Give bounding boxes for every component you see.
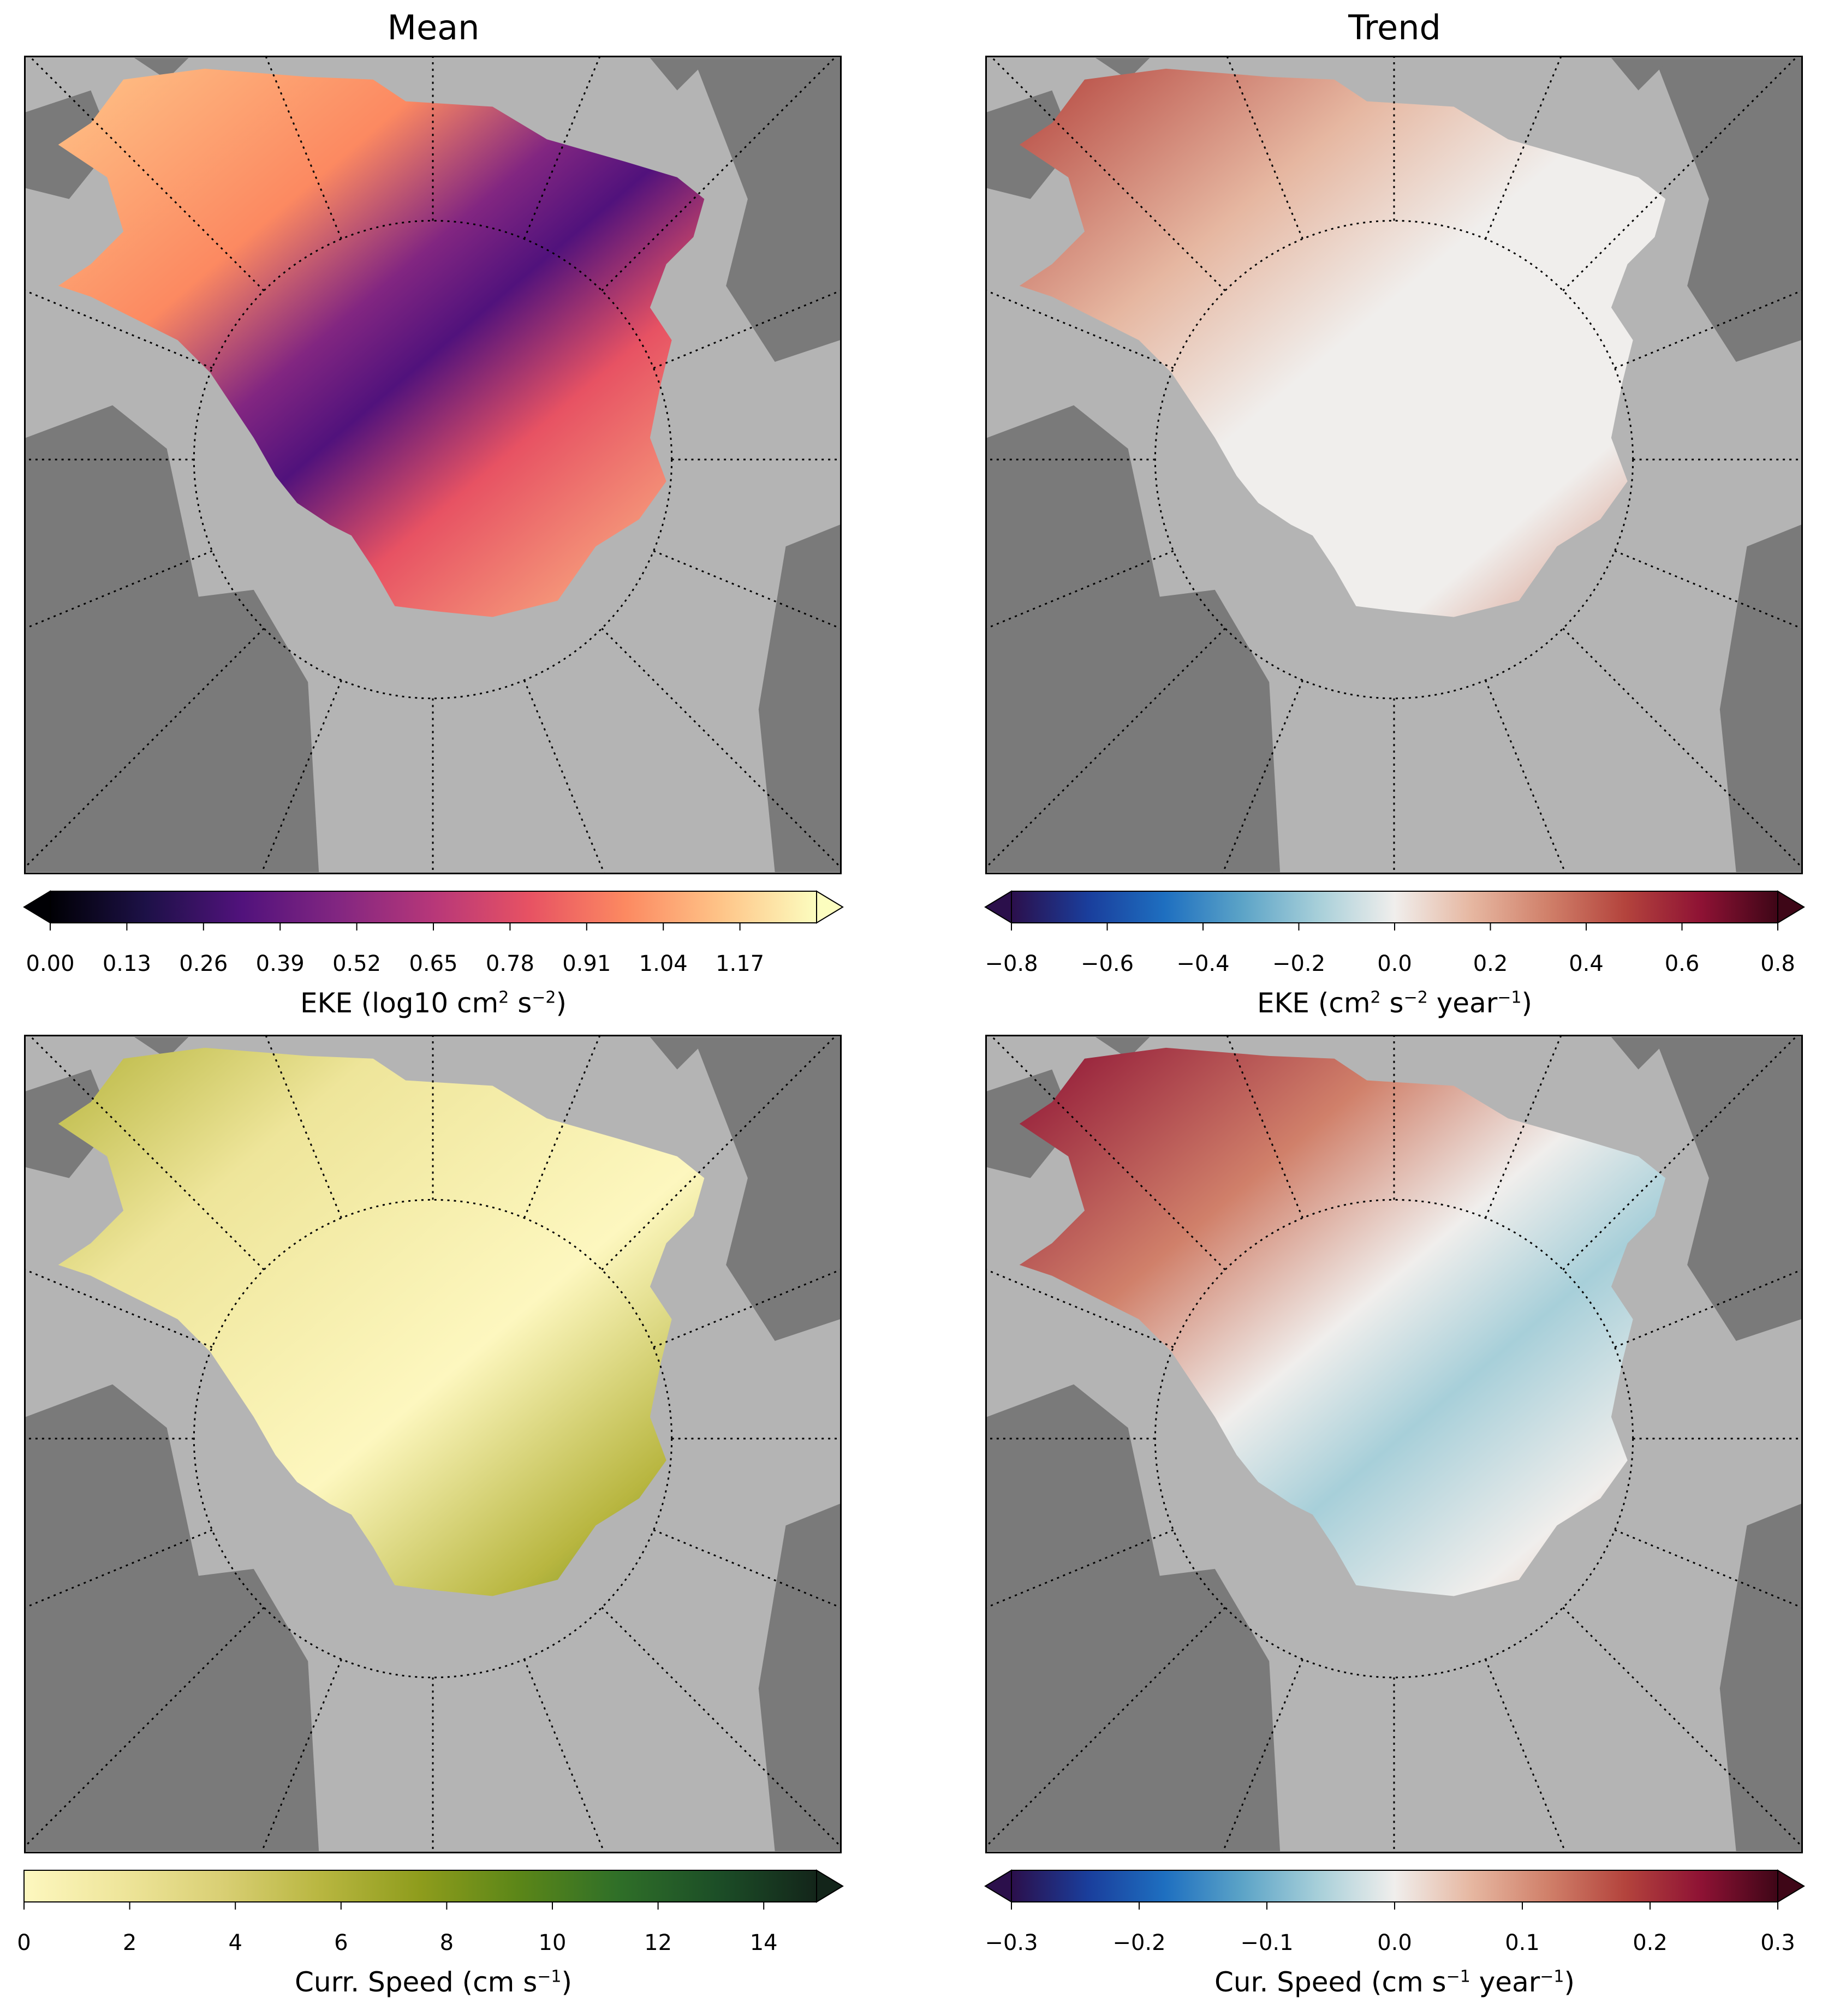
land-mass (693, 58, 840, 362)
colorbar-tick-label: −0.4 (1176, 951, 1230, 976)
trend-speed-colorbar-svg (984, 1869, 1805, 1910)
colorbar-tick-label: 0.91 (562, 951, 611, 976)
land-mass (1719, 524, 1801, 872)
land-mass (650, 1037, 710, 1070)
colorbar-tick-label: 0.0 (1377, 951, 1412, 976)
land-mass (1063, 589, 1281, 872)
colorbar-tick-label: −0.3 (985, 1930, 1038, 1955)
colorbar-extend-left (984, 1869, 1012, 1903)
mean-speed-colorbar-ticks: 0 2 4 6 8 10 12 14 (17, 1930, 843, 1963)
mean-eke-map-svg (26, 57, 840, 873)
mean-speed-colorbar: 0 2 4 6 8 10 12 14 Curr. Speed (cm s−1) (17, 1869, 844, 1998)
colorbar-body (1011, 1870, 1778, 1902)
colorbar-tick-label: 2 (122, 1930, 137, 1955)
land-mass (134, 1037, 189, 1059)
trend-speed-map (985, 1035, 1803, 1853)
colorbar-tick-label: 0.0 (1377, 1930, 1412, 1955)
mean-eke-colorbar-ticks: 0.00 0.13 0.26 0.39 0.52 0.65 0.78 0.91 1.04 1.17 (24, 951, 843, 984)
colorbar-tick-label: 14 (749, 1930, 778, 1955)
colorbar-tick-label: 6 (334, 1930, 348, 1955)
colorbar-tick-label: 0.3 (1760, 1930, 1795, 1955)
land-mass (758, 524, 840, 872)
meridian-line (523, 679, 605, 873)
colorbar-tick-label: 0.6 (1664, 951, 1700, 976)
colorbar-tick-label: −0.1 (1240, 1930, 1294, 1955)
colorbar-tick-label: 0.78 (485, 951, 534, 976)
colorbar-tick-label: −0.2 (1272, 951, 1326, 976)
land-mass (1063, 1568, 1281, 1851)
colorbar-body (23, 1870, 817, 1902)
colorbar-body (50, 891, 817, 923)
trend-speed-colorbar-ticks: −0.3 −0.2 −0.1 0.0 0.1 0.2 0.3 (985, 1930, 1804, 1963)
land-mass (134, 58, 189, 80)
ocean-field (1019, 1047, 1666, 1596)
trend-eke-map-svg (987, 57, 1801, 873)
land-mass (1654, 1037, 1801, 1341)
colorbar-tick-label: −0.8 (985, 951, 1038, 976)
land-mass (1654, 58, 1801, 362)
trend-speed-map-svg (987, 1036, 1801, 1852)
land-mass (693, 1037, 840, 1341)
colorbar-tick-label: 0.2 (1633, 1930, 1668, 1955)
trend-eke-colorbar-ticks: −0.8 −0.6 −0.4 −0.2 0.0 0.2 0.4 0.6 0.8 (985, 951, 1804, 984)
colorbar-extend-right (816, 890, 844, 924)
colorbar-tick-label: 12 (644, 1930, 672, 1955)
mean-column-title: Mean (387, 8, 480, 47)
ocean-field (1019, 68, 1666, 617)
colorbar-tick-label: 0.2 (1473, 951, 1508, 976)
ocean-field (58, 1047, 705, 1596)
meridian-line (1485, 1659, 1567, 1852)
land-mass (102, 589, 319, 872)
colorbar-tick-label: 0.52 (332, 951, 382, 976)
mean-speed-map (24, 1035, 842, 1853)
colorbar-tick-label: 0.4 (1569, 951, 1604, 976)
mean-eke-map (24, 56, 842, 874)
colorbar-extend-left (23, 890, 51, 924)
colorbar-extend-right (1777, 890, 1805, 924)
trend-eke-colorbar-svg (984, 890, 1805, 931)
colorbar-tick-label: 0 (17, 1930, 31, 1955)
colorbar-tick-label: 0.8 (1760, 951, 1795, 976)
land-mass (1611, 58, 1671, 91)
colorbar-extend-right (816, 1869, 844, 1903)
trend-eke-map (985, 56, 1803, 874)
colorbar-tick-label: 4 (228, 1930, 242, 1955)
colorbar-extend-left (984, 890, 1012, 924)
trend-column-title: Trend (1348, 8, 1441, 47)
land-mass (1719, 1504, 1801, 1851)
land-mass (1611, 1037, 1671, 1070)
colorbar-body (1011, 891, 1778, 923)
land-mass (1095, 58, 1150, 80)
land-mass (650, 58, 710, 91)
colorbar-tick-label: 1.04 (639, 951, 688, 976)
land-mass (758, 1504, 840, 1851)
land-mass (1095, 1037, 1150, 1059)
colorbar-tick-label: −0.6 (1080, 951, 1134, 976)
land-mass (102, 1568, 319, 1851)
colorbar-tick-label: 1.17 (716, 951, 765, 976)
mean-speed-map-svg (26, 1036, 840, 1852)
trend-speed-colorbar-label: Cur. Speed (cm s−1 year−1) (1214, 1966, 1575, 1998)
mean-eke-colorbar-svg (23, 890, 844, 931)
colorbar-tick-label: 0.13 (102, 951, 151, 976)
ocean-field (58, 68, 705, 617)
mean-eke-colorbar: 0.00 0.13 0.26 0.39 0.52 0.65 0.78 0.91 1.04 1.17… (23, 890, 844, 1019)
colorbar-tick-label: 0.00 (26, 951, 75, 976)
mean-speed-colorbar-svg (23, 1869, 844, 1910)
meridian-line (523, 1659, 605, 1852)
colorbar-tick-label: 0.39 (255, 951, 305, 976)
colorbar-tick-label: 0.1 (1505, 1930, 1540, 1955)
colorbar-tick-label: 0.26 (179, 951, 228, 976)
colorbar-extend-right (1777, 1869, 1805, 1903)
trend-eke-colorbar: −0.8 −0.6 −0.4 −0.2 0.0 0.2 0.4 0.6 0.8 EKE (cm2… (984, 890, 1805, 1019)
colorbar-tick-label: 8 (439, 1930, 454, 1955)
colorbar-tick-label: 10 (538, 1930, 567, 1955)
trend-eke-colorbar-label: EKE (cm2 s−2 year−1) (1257, 987, 1533, 1019)
colorbar-tick-label: 0.65 (409, 951, 458, 976)
mean-eke-colorbar-label: EKE (log10 cm2 s−2) (300, 987, 567, 1019)
mean-speed-colorbar-label: Curr. Speed (cm s−1) (294, 1966, 573, 1998)
trend-speed-colorbar: −0.3 −0.2 −0.1 0.0 0.1 0.2 0.3 Cur. Speed (cm … (984, 1869, 1805, 1998)
meridian-line (1485, 679, 1567, 873)
colorbar-tick-label: −0.2 (1112, 1930, 1166, 1955)
